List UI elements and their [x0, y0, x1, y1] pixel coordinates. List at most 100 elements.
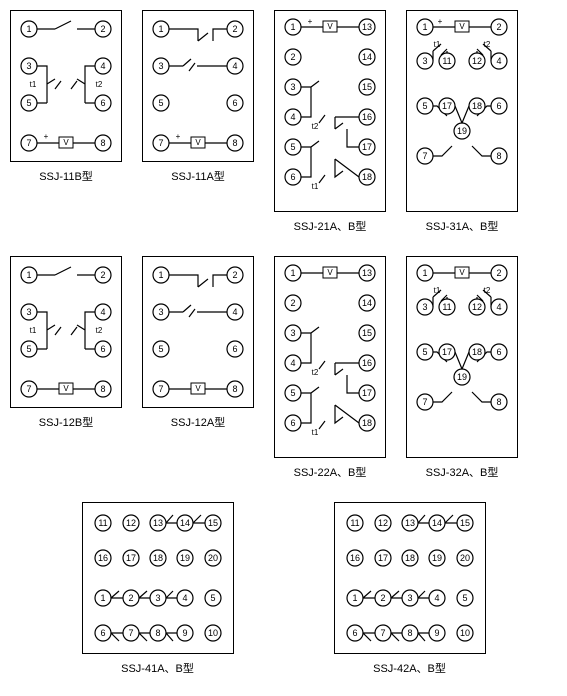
diagram-ssj11b: 12345678t1t2+V SSJ-11B型: [10, 10, 122, 234]
svg-text:1: 1: [26, 270, 31, 280]
svg-text:2: 2: [232, 270, 237, 280]
svg-text:17: 17: [125, 553, 135, 563]
diagram-ssj22ab: 113214315416517618Vt2t1 SSJ-22A、B型: [274, 256, 386, 480]
svg-text:19: 19: [457, 126, 467, 136]
svg-text:3: 3: [26, 307, 31, 317]
svg-text:1: 1: [158, 270, 163, 280]
diagram-box: 113214315416517618+Vt2t1: [274, 10, 386, 212]
diagram-ssj12a: 12345678V SSJ-12A型: [142, 256, 254, 480]
svg-text:18: 18: [362, 418, 372, 428]
diagram-label: SSJ-31A、B型: [426, 218, 499, 234]
diagram-box: 123111245171861978+Vt1t2: [406, 10, 518, 212]
svg-text:2: 2: [496, 22, 501, 32]
svg-text:2: 2: [290, 52, 295, 62]
svg-text:7: 7: [26, 384, 31, 394]
diagram-label: SSJ-42A、B型: [373, 660, 446, 676]
diagram-label: SSJ-12A型: [171, 414, 225, 430]
svg-text:8: 8: [407, 628, 412, 638]
diagram-box: 123111245171861978Vt1t2: [406, 256, 518, 458]
svg-text:5: 5: [26, 98, 31, 108]
svg-text:t1: t1: [312, 428, 319, 437]
svg-text:16: 16: [97, 553, 107, 563]
svg-text:12: 12: [472, 302, 482, 312]
svg-text:1: 1: [290, 268, 295, 278]
svg-text:6: 6: [290, 172, 295, 182]
svg-text:1: 1: [422, 268, 427, 278]
svg-text:5: 5: [290, 142, 295, 152]
row-2: 12345678t1t2V SSJ-12B型 12345678V SSJ-12A…: [10, 256, 557, 480]
svg-text:17: 17: [362, 388, 372, 398]
svg-text:V: V: [195, 138, 201, 147]
svg-text:4: 4: [232, 61, 237, 71]
svg-text:15: 15: [207, 518, 217, 528]
svg-text:4: 4: [100, 307, 105, 317]
svg-text:19: 19: [179, 553, 189, 563]
svg-text:V: V: [327, 22, 333, 31]
svg-text:1: 1: [422, 22, 427, 32]
svg-text:18: 18: [404, 553, 414, 563]
svg-text:17: 17: [442, 347, 452, 357]
svg-text:8: 8: [496, 151, 501, 161]
svg-text:14: 14: [362, 298, 372, 308]
svg-text:4: 4: [100, 61, 105, 71]
svg-text:8: 8: [155, 628, 160, 638]
svg-text:5: 5: [158, 344, 163, 354]
svg-text:6: 6: [496, 347, 501, 357]
svg-text:4: 4: [434, 593, 439, 603]
svg-text:19: 19: [431, 553, 441, 563]
diagram-ssj42ab: 1112131415161718192012345678910 SSJ-42A、…: [334, 502, 486, 676]
diagram-box: 1112131415161718192012345678910: [82, 502, 234, 654]
diagram-label: SSJ-32A、B型: [426, 464, 499, 480]
svg-text:3: 3: [290, 82, 295, 92]
svg-text:17: 17: [362, 142, 372, 152]
diagram-box: 12345678t1t2+V: [10, 10, 122, 162]
diagram-grid: 12345678t1t2+V SSJ-11B型 12345678+V SSJ-1…: [10, 10, 557, 686]
svg-text:5: 5: [158, 98, 163, 108]
svg-text:15: 15: [362, 328, 372, 338]
svg-text:12: 12: [472, 56, 482, 66]
svg-text:7: 7: [422, 397, 427, 407]
svg-text:11: 11: [98, 518, 107, 528]
svg-text:t1: t1: [434, 40, 441, 49]
svg-text:6: 6: [100, 98, 105, 108]
svg-text:7: 7: [422, 151, 427, 161]
svg-text:6: 6: [100, 628, 105, 638]
svg-text:17: 17: [442, 101, 452, 111]
svg-text:4: 4: [290, 358, 295, 368]
svg-text:11: 11: [442, 56, 451, 66]
svg-text:t2: t2: [96, 80, 103, 89]
svg-text:4: 4: [496, 302, 501, 312]
svg-text:3: 3: [422, 302, 427, 312]
svg-text:1: 1: [352, 593, 357, 603]
row-3: 1112131415161718192012345678910 SSJ-41A、…: [10, 502, 557, 676]
svg-text:3: 3: [26, 61, 31, 71]
svg-text:18: 18: [152, 553, 162, 563]
svg-text:3: 3: [422, 56, 427, 66]
svg-text:12: 12: [377, 518, 387, 528]
svg-text:6: 6: [232, 98, 237, 108]
svg-text:2: 2: [380, 593, 385, 603]
diagram-label: SSJ-41A、B型: [121, 660, 194, 676]
svg-text:5: 5: [26, 344, 31, 354]
svg-text:3: 3: [290, 328, 295, 338]
svg-text:t1: t1: [434, 286, 441, 295]
svg-text:1: 1: [290, 22, 295, 32]
svg-text:+: +: [438, 17, 443, 26]
svg-text:14: 14: [179, 518, 189, 528]
svg-text:t2: t2: [312, 122, 319, 131]
svg-text:1: 1: [158, 24, 163, 34]
row-1: 12345678t1t2+V SSJ-11B型 12345678+V SSJ-1…: [10, 10, 557, 234]
svg-text:16: 16: [362, 358, 372, 368]
svg-text:16: 16: [362, 112, 372, 122]
svg-text:t2: t2: [484, 40, 491, 49]
svg-text:3: 3: [158, 307, 163, 317]
svg-text:t2: t2: [484, 286, 491, 295]
svg-text:5: 5: [462, 593, 467, 603]
diagram-ssj31ab: 123111245171861978+Vt1t2 SSJ-31A、B型: [406, 10, 518, 234]
svg-text:18: 18: [362, 172, 372, 182]
svg-text:2: 2: [290, 298, 295, 308]
svg-text:V: V: [63, 384, 69, 393]
diagram-ssj11a: 12345678+V SSJ-11A型: [142, 10, 254, 234]
svg-text:2: 2: [496, 268, 501, 278]
diagram-box: 12345678t1t2V: [10, 256, 122, 408]
